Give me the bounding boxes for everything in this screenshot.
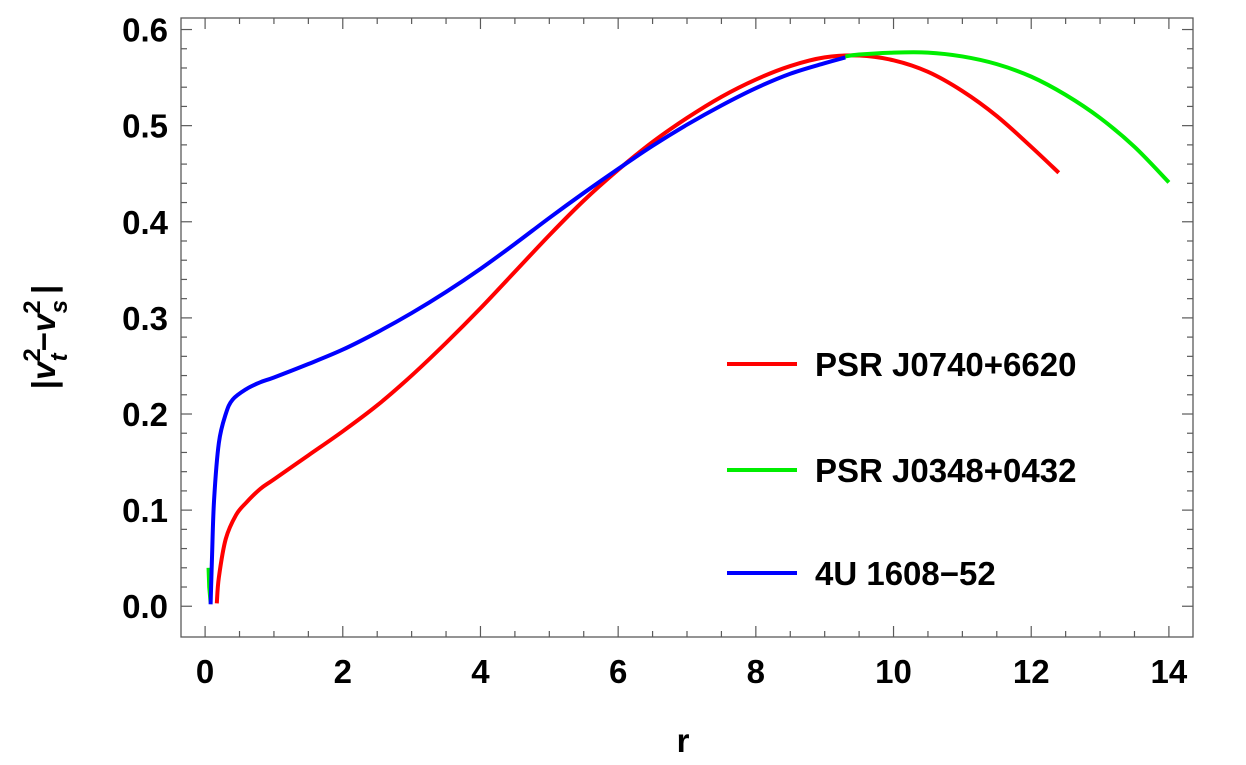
y-axis-title-bar-left: | (25, 380, 62, 389)
x-tick-label: 2 (334, 653, 352, 690)
y-axis-ticks: 0.0 0.1 0.2 0.3 0.4 0.5 0.6 (122, 12, 1193, 625)
series-line-4u-1608-52 (208, 55, 846, 605)
y-axis-title-bar-right: | (25, 285, 62, 294)
x-tick-label: 12 (1013, 653, 1050, 690)
y-tick-label: 0.4 (122, 204, 169, 241)
series-layer (206, 50, 1171, 605)
x-tick-label: 0 (196, 653, 214, 690)
plot-area-border (180, 17, 1194, 638)
x-tick-label: 14 (1151, 653, 1188, 690)
y-tick-label: 0.2 (122, 396, 168, 433)
x-tick-label: 6 (609, 653, 627, 690)
x-tick-label: 8 (747, 653, 765, 690)
y-axis-title-sub-s: s (46, 300, 73, 313)
y-axis-title-minus: − (25, 332, 62, 351)
x-tick-label: 4 (471, 653, 490, 690)
y-axis-title-sub-t: t (46, 352, 73, 361)
legend-label-psr-j0348-0432: PSR J0348+0432 (815, 452, 1076, 489)
y-tick-label: 0.3 (122, 300, 168, 337)
y-tick-label: 0.6 (122, 12, 168, 49)
legend-label-4u-1608-52: 4U 1608−52 (815, 555, 996, 592)
y-tick-label: 0.1 (122, 492, 168, 529)
series-line-psr-j0348-0432 (206, 50, 1171, 603)
y-axis-title: |v2t−v2s| (19, 285, 73, 390)
y-axis-title-v2: v (25, 312, 62, 332)
svg-text:|v2t−v2s|: |v2t−v2s| (19, 285, 73, 390)
series-line-psr-j0740-6620 (214, 53, 1061, 604)
legend: PSR J0740+6620 PSR J0348+0432 4U 1608−52 (727, 346, 1076, 592)
plot-frame (180, 17, 1194, 638)
y-axis-title-v1: v (25, 360, 62, 380)
y-tick-label: 0.0 (122, 588, 168, 625)
y-axis-title-sup2: 2 (19, 300, 46, 313)
legend-label-psr-j0740-6620: PSR J0740+6620 (815, 346, 1076, 383)
y-tick-label: 0.5 (122, 108, 168, 145)
x-tick-label: 10 (875, 653, 912, 690)
y-axis-title-sup1: 2 (19, 348, 46, 361)
x-axis-ticks: 0 2 4 6 8 10 12 14 (196, 18, 1188, 690)
x-axis-title: r (677, 722, 690, 759)
